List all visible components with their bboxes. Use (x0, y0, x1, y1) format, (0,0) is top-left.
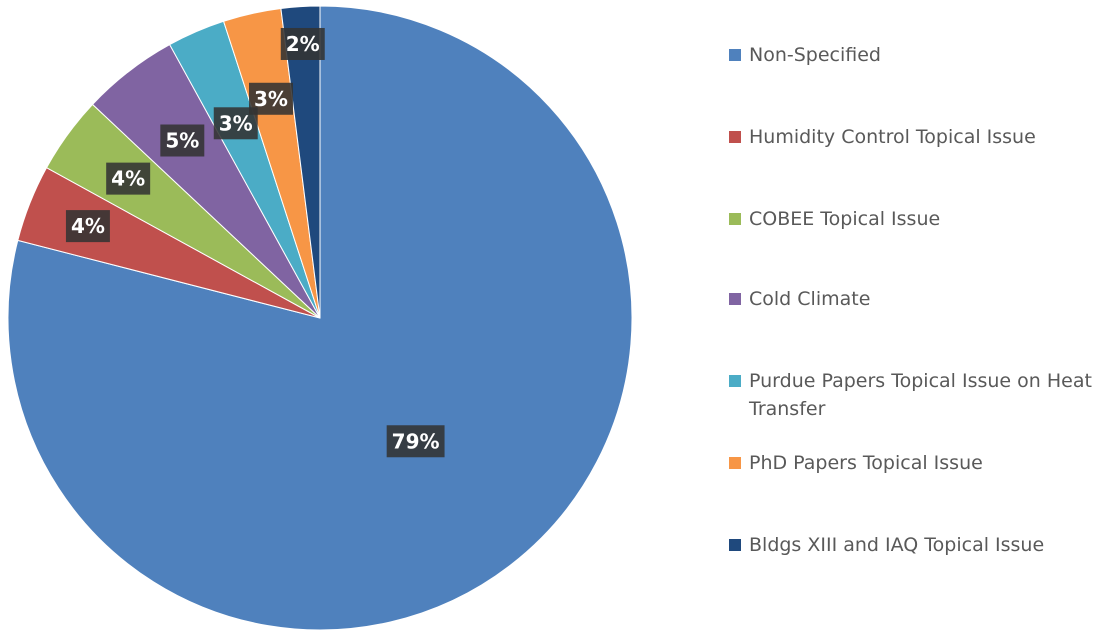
legend-label: COBEE Topical Issue (749, 208, 941, 230)
data-label-group: 4% (65, 210, 110, 243)
legend-swatch (729, 131, 741, 143)
data-label-group: 3% (249, 82, 293, 115)
legend-label: Cold Climate (749, 288, 871, 310)
data-label-box (106, 162, 151, 195)
data-label-box (280, 27, 325, 60)
legend-item: Purdue Papers Topical Issue on Heat Tran… (729, 367, 1093, 423)
legend-item: Bldgs XIII and IAQ Topical Issue (729, 531, 1093, 559)
legend-swatch (729, 293, 741, 305)
legend-swatch (729, 457, 741, 469)
data-label-group: 79% (386, 425, 445, 458)
data-label: 79% (392, 429, 440, 453)
data-label-box (160, 124, 205, 157)
legend-swatch (729, 375, 741, 387)
data-label-box (249, 82, 293, 115)
legend-label: Purdue Papers Topical Issue on Heat Tran… (749, 370, 1092, 420)
pie-chart: 79% 4%4% 5% 3%3% 2% (7, 5, 633, 631)
legend-label: Bldgs XIII and IAQ Topical Issue (749, 534, 1045, 556)
legend-item: COBEE Topical Issue (729, 205, 1093, 233)
data-label: 4% (71, 214, 105, 238)
data-label: 4% (111, 167, 145, 191)
legend-swatch (729, 49, 741, 61)
legend-swatch (729, 539, 741, 551)
legend-item: Non-Specified (729, 41, 1093, 69)
data-label-box (65, 210, 110, 243)
legend-label: Humidity Control Topical Issue (749, 126, 1036, 148)
data-label-group: 4% (106, 162, 151, 195)
legend-item: Humidity Control Topical Issue (729, 123, 1093, 151)
legend-item: Cold Climate (729, 285, 1093, 313)
data-label: 3% (219, 111, 253, 135)
legend: Non-Specified Humidity Control Topical Is… (715, 17, 1093, 607)
data-label-box (386, 425, 445, 458)
data-label-group: 5% (160, 124, 205, 157)
data-label: 5% (165, 128, 199, 152)
data-label: 3% (254, 87, 288, 111)
data-label: 2% (286, 32, 320, 56)
legend-label: Non-Specified (749, 44, 881, 66)
legend-item: PhD Papers Topical Issue (729, 449, 1093, 477)
data-label-group: 2% (280, 27, 325, 60)
legend-label: PhD Papers Topical Issue (749, 452, 983, 474)
legend-swatch (729, 213, 741, 225)
